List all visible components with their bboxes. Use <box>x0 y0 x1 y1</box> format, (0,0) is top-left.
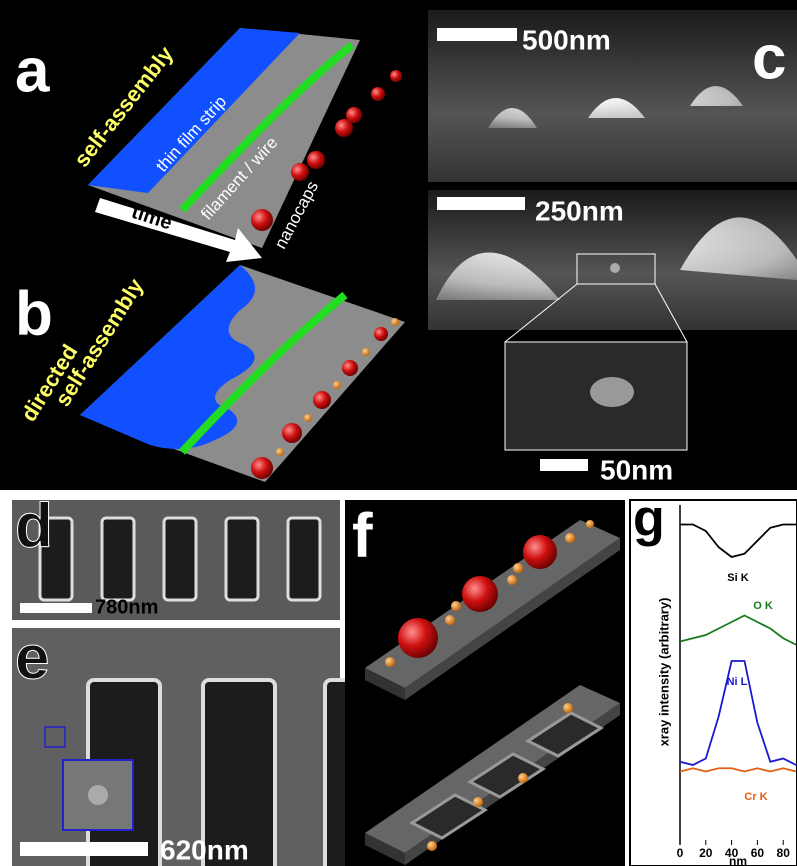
scale-bar-label: 250nm <box>535 195 624 226</box>
scale-bar-label: 500nm <box>522 24 611 55</box>
x-tick-label: 60 <box>751 846 765 860</box>
y-axis-label: xray intensity (arbitrary) <box>656 598 671 747</box>
figure: a self-assembly thin film strip filament… <box>0 0 797 866</box>
scale-bar-label: 620nm <box>160 834 249 865</box>
panel-label: a <box>15 36 50 105</box>
panel-label: f <box>352 501 373 570</box>
series-name: Ni L <box>727 676 748 688</box>
panel-label: e <box>15 623 49 692</box>
scale-bar-label: 780nm <box>95 596 158 618</box>
panel-g: g <box>630 490 797 866</box>
panel-label: g <box>633 490 665 548</box>
panel-label: c <box>752 23 786 92</box>
panel-e: e 620nm <box>12 623 355 866</box>
series-name: Si K <box>727 572 748 584</box>
x-tick-label: 20 <box>699 846 713 860</box>
panel-label: d <box>15 491 53 560</box>
series-name: O K <box>753 600 773 612</box>
scale-bar-label: 50nm <box>600 454 673 485</box>
x-tick-label: 0 <box>677 846 684 860</box>
x-tick-label: 80 <box>777 846 791 860</box>
series-name: Cr K <box>744 791 767 803</box>
x-axis-label: nm <box>729 854 747 866</box>
panel-label: b <box>15 279 53 348</box>
panel-f: f <box>345 500 625 866</box>
panel-d: d 780nm <box>12 491 340 620</box>
